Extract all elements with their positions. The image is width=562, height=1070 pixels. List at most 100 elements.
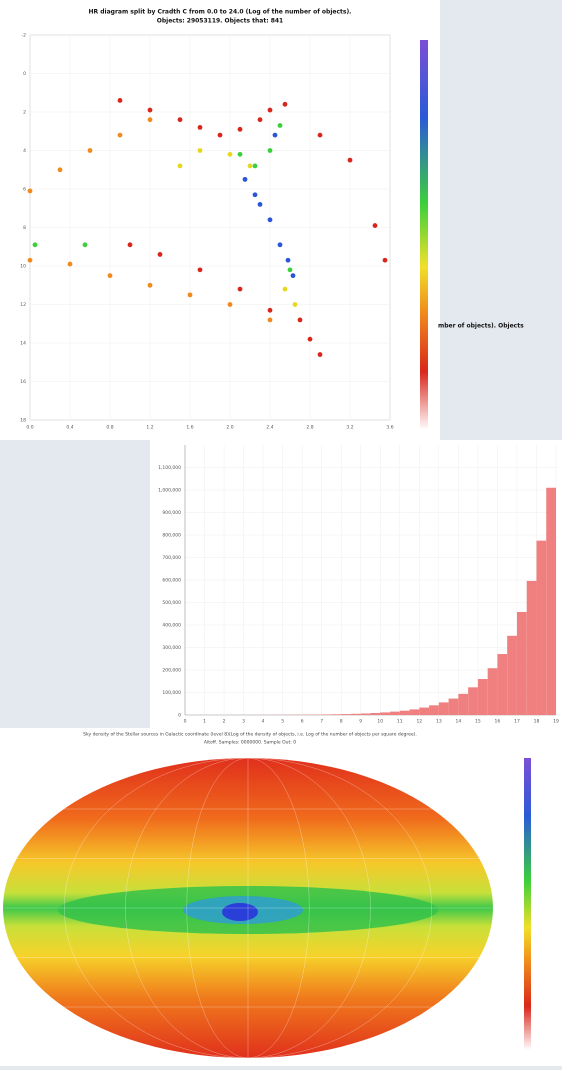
y-tick-label: 8 bbox=[23, 225, 26, 231]
bar bbox=[478, 679, 488, 715]
x-tick-label: 0.8 bbox=[106, 425, 113, 431]
x-tick-label: 19 bbox=[553, 719, 559, 725]
point bbox=[273, 133, 278, 138]
y-tick-label: 1,000,000 bbox=[158, 488, 181, 494]
x-tick-label: 13 bbox=[436, 719, 442, 725]
bar bbox=[517, 612, 527, 715]
point bbox=[83, 242, 88, 247]
x-tick-label: 10 bbox=[377, 719, 383, 725]
sky-map bbox=[3, 758, 493, 1058]
x-tick-label: 3.2 bbox=[346, 425, 353, 431]
y-tick-label: 600,000 bbox=[162, 578, 181, 584]
y-tick-label: 300,000 bbox=[162, 645, 181, 651]
colorbar bbox=[420, 40, 428, 430]
x-tick-label: 5 bbox=[281, 719, 284, 725]
point bbox=[268, 108, 273, 113]
point bbox=[248, 164, 253, 169]
point bbox=[253, 192, 258, 197]
point bbox=[108, 273, 113, 278]
bar bbox=[419, 708, 429, 715]
y-tick-label: 200,000 bbox=[162, 668, 181, 674]
point bbox=[243, 177, 248, 182]
bar bbox=[488, 668, 498, 715]
y-tick-label: 6 bbox=[23, 187, 26, 193]
y-tick-label: 0 bbox=[178, 713, 181, 719]
point bbox=[278, 123, 283, 128]
point bbox=[88, 148, 93, 153]
bar bbox=[351, 714, 361, 715]
y-tick-label: 10 bbox=[20, 264, 26, 270]
y-tick-label: 18 bbox=[20, 418, 26, 424]
bar bbox=[341, 714, 351, 715]
x-tick-label: 7 bbox=[320, 719, 323, 725]
point bbox=[148, 117, 153, 122]
galactic-core bbox=[222, 903, 258, 921]
point bbox=[118, 133, 123, 138]
point bbox=[158, 252, 163, 257]
point bbox=[268, 308, 273, 313]
bar bbox=[380, 712, 390, 715]
y-tick-label: 900,000 bbox=[162, 510, 181, 516]
screen: HR diagram split by Cradth C from 0.0 to… bbox=[0, 0, 562, 1066]
point bbox=[268, 217, 273, 222]
x-tick-label: 3 bbox=[242, 719, 245, 725]
point bbox=[318, 352, 323, 357]
x-tick-label: 0 bbox=[184, 719, 187, 725]
window bbox=[0, 0, 440, 440]
y-tick-label: 12 bbox=[20, 302, 26, 308]
point bbox=[148, 283, 153, 288]
x-tick-label: 6 bbox=[301, 719, 304, 725]
chart-title: Sky density of the Stellar sources in Ga… bbox=[83, 732, 417, 738]
x-tick-label: 0.4 bbox=[66, 425, 73, 431]
x-tick-label: 9 bbox=[359, 719, 362, 725]
point bbox=[198, 267, 203, 272]
x-tick-label: 0.0 bbox=[26, 425, 33, 431]
x-tick-label: 2 bbox=[223, 719, 226, 725]
point bbox=[228, 302, 233, 307]
point bbox=[28, 258, 33, 263]
bar bbox=[527, 581, 537, 715]
point bbox=[198, 148, 203, 153]
bar bbox=[371, 713, 381, 715]
page: HR diagram split by Cradth C from 0.0 to… bbox=[0, 0, 562, 1066]
point bbox=[238, 152, 243, 157]
y-tick-label: 2 bbox=[23, 110, 26, 116]
bar bbox=[390, 712, 400, 715]
window-title: mber of objects). Objects bbox=[438, 323, 524, 330]
point bbox=[383, 258, 388, 263]
y-tick-label: 16 bbox=[20, 379, 26, 385]
x-tick-label: 3.6 bbox=[386, 425, 393, 431]
y-tick-label: 4 bbox=[23, 148, 26, 154]
point bbox=[148, 108, 153, 113]
point bbox=[253, 164, 258, 169]
point bbox=[198, 125, 203, 130]
x-tick-label: 8 bbox=[340, 719, 343, 725]
bar bbox=[361, 713, 371, 715]
y-tick-label: 14 bbox=[20, 341, 26, 347]
bar bbox=[468, 687, 478, 715]
bar bbox=[507, 636, 517, 715]
point bbox=[308, 337, 313, 342]
bar bbox=[439, 702, 449, 715]
point bbox=[348, 158, 353, 163]
x-tick-label: 1.2 bbox=[146, 425, 153, 431]
point bbox=[68, 262, 73, 267]
y-tick-label: -2 bbox=[22, 33, 27, 39]
point bbox=[258, 117, 263, 122]
y-tick-label: 800,000 bbox=[162, 533, 181, 539]
point bbox=[373, 223, 378, 228]
point bbox=[283, 102, 288, 107]
y-tick-label: 400,000 bbox=[162, 623, 181, 629]
point bbox=[238, 127, 243, 132]
bar bbox=[536, 541, 546, 715]
bar bbox=[331, 714, 341, 715]
point bbox=[28, 189, 33, 194]
bar bbox=[322, 714, 332, 715]
point bbox=[188, 292, 193, 297]
chart-title: HR diagram split by Cradth C from 0.0 to… bbox=[89, 9, 352, 16]
x-tick-label: 14 bbox=[456, 719, 462, 725]
point bbox=[268, 318, 273, 323]
x-tick-label: 2.4 bbox=[266, 425, 273, 431]
x-tick-label: 15 bbox=[475, 719, 481, 725]
point bbox=[128, 242, 133, 247]
